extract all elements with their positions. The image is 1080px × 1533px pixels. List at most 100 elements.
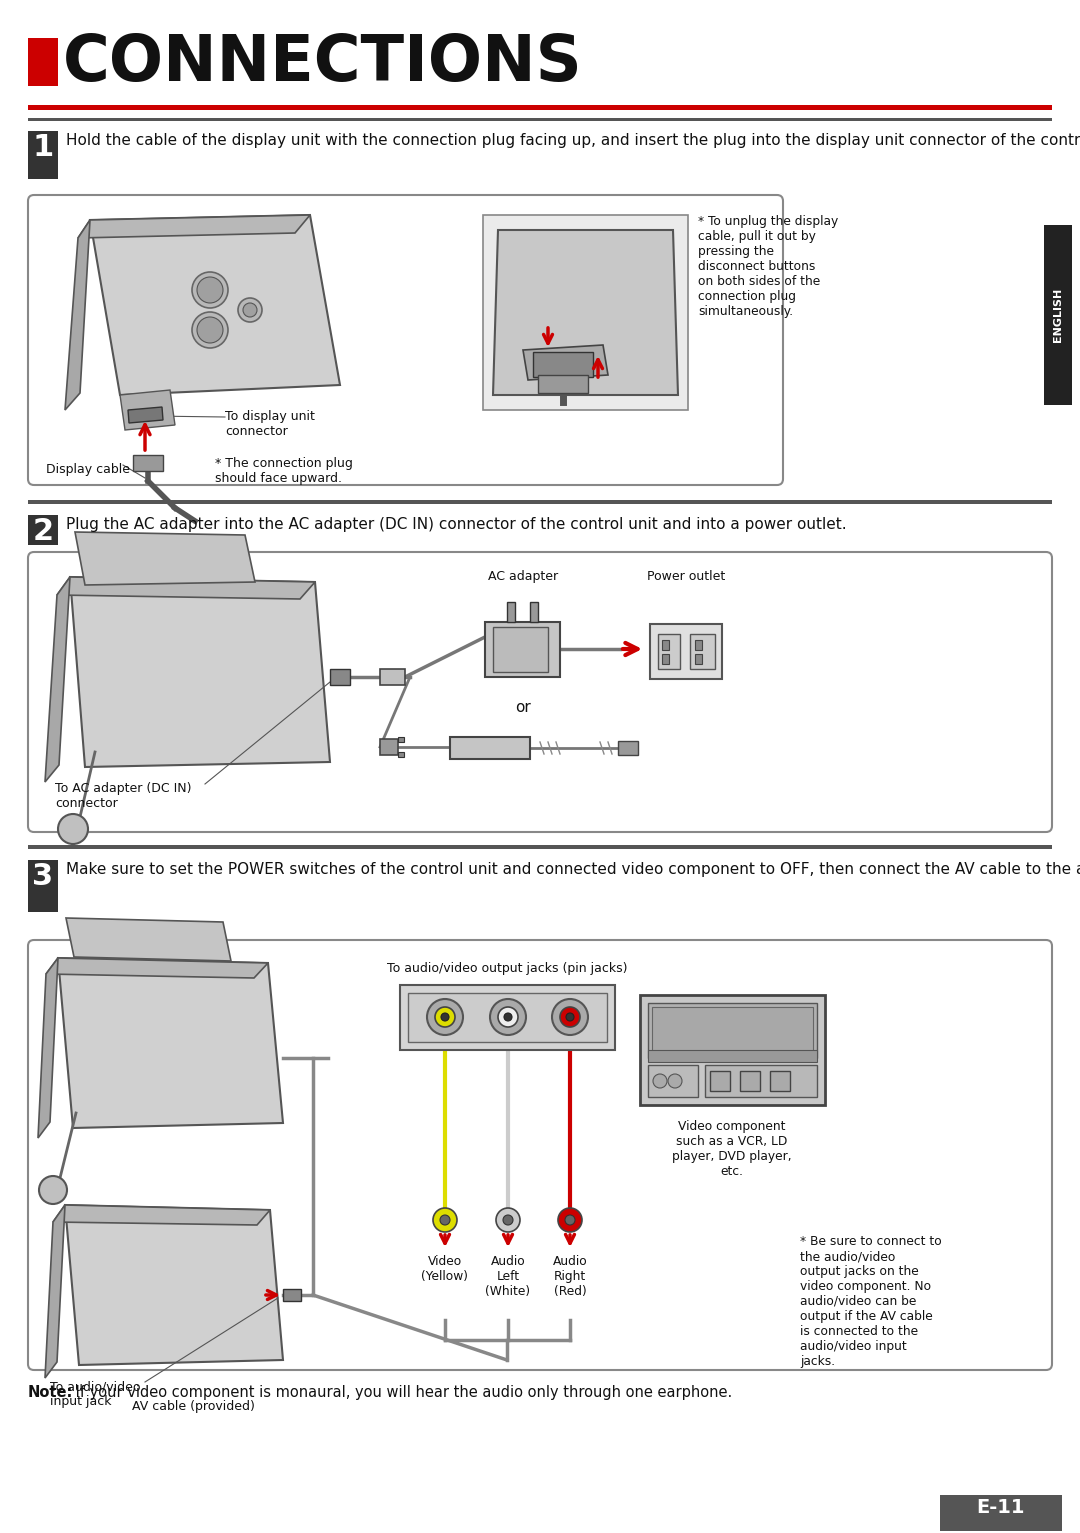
Polygon shape [66, 918, 231, 961]
Bar [538, 376, 588, 392]
Bar [648, 1050, 816, 1062]
Text: If your video component is monaural, you will hear the audio only through one ea: If your video component is monaural, you… [71, 1384, 732, 1400]
Text: To audio/video
input jack: To audio/video input jack [50, 1380, 140, 1407]
Text: CONNECTIONS: CONNECTIONS [63, 32, 582, 94]
Text: * The connection plug
should face upward.: * The connection plug should face upward… [215, 457, 353, 484]
Text: Video component
such as a VCR, LD
player, DVD player,
etc.: Video component such as a VCR, LD player… [672, 1121, 792, 1177]
FancyBboxPatch shape [28, 552, 1052, 832]
Bar [28, 130, 58, 179]
Polygon shape [129, 406, 163, 423]
FancyBboxPatch shape [28, 195, 783, 484]
Polygon shape [65, 221, 90, 409]
Bar [483, 215, 688, 409]
Polygon shape [75, 532, 255, 586]
Bar [648, 1003, 816, 1058]
Text: To display unit
connector: To display unit connector [225, 409, 315, 438]
Bar [690, 635, 715, 668]
Circle shape [440, 1216, 450, 1225]
Circle shape [565, 1216, 575, 1225]
Bar [400, 986, 615, 1050]
Polygon shape [133, 455, 163, 471]
Circle shape [238, 297, 262, 322]
Circle shape [58, 814, 87, 845]
Circle shape [653, 1075, 667, 1088]
Bar [283, 1289, 301, 1302]
Polygon shape [523, 345, 608, 380]
Bar [618, 740, 638, 754]
Polygon shape [120, 389, 175, 429]
Text: E-11: E-11 [976, 1498, 1025, 1518]
Text: ENGLISH: ENGLISH [1053, 288, 1063, 342]
FancyBboxPatch shape [28, 940, 1052, 1371]
Bar [28, 515, 58, 546]
Text: To AC adapter (DC IN)
connector: To AC adapter (DC IN) connector [55, 782, 191, 809]
Bar [662, 639, 669, 650]
Text: Audio
Right
(Red): Audio Right (Red) [553, 1256, 588, 1298]
Circle shape [669, 1075, 681, 1088]
Circle shape [192, 271, 228, 308]
Polygon shape [46, 958, 268, 978]
Bar [485, 622, 561, 678]
Polygon shape [65, 1205, 283, 1364]
Polygon shape [78, 215, 310, 238]
Bar [28, 500, 1052, 504]
Circle shape [197, 317, 222, 343]
Bar [530, 602, 538, 622]
Polygon shape [58, 958, 283, 1128]
Bar [28, 38, 58, 86]
Bar [1044, 225, 1072, 405]
Text: To audio/video output jacks (pin jacks): To audio/video output jacks (pin jacks) [388, 963, 627, 975]
Bar [399, 737, 404, 742]
Circle shape [558, 1208, 582, 1233]
Bar [710, 1072, 730, 1091]
Text: * Be sure to connect to
the audio/video
output jacks on the
video component. No
: * Be sure to connect to the audio/video … [800, 1236, 942, 1367]
Text: 3: 3 [32, 862, 54, 891]
Circle shape [504, 1013, 512, 1021]
Text: 1: 1 [32, 133, 54, 162]
Polygon shape [57, 576, 315, 599]
Circle shape [433, 1208, 457, 1233]
Text: Make sure to set the POWER switches of the control unit and connected video comp: Make sure to set the POWER switches of t… [66, 862, 1080, 877]
Circle shape [490, 1000, 526, 1035]
Circle shape [496, 1208, 519, 1233]
Text: Video
(Yellow): Video (Yellow) [421, 1256, 469, 1283]
Circle shape [243, 304, 257, 317]
Bar [399, 753, 404, 757]
Circle shape [503, 1216, 513, 1225]
Text: Power outlet: Power outlet [647, 570, 725, 583]
Bar [640, 995, 825, 1105]
Polygon shape [492, 230, 678, 396]
Bar [507, 602, 515, 622]
Polygon shape [38, 958, 58, 1137]
Bar [662, 655, 669, 664]
Text: 2: 2 [32, 517, 54, 546]
Bar [652, 1007, 813, 1055]
Polygon shape [70, 576, 330, 766]
Text: * To unplug the display
cable, pull it out by
pressing the
disconnect buttons
on: * To unplug the display cable, pull it o… [698, 215, 838, 317]
Polygon shape [45, 576, 70, 782]
Bar [534, 353, 593, 377]
Text: or: or [515, 701, 531, 714]
Text: Plug the AC adapter into the AC adapter (DC IN) connector of the control unit an: Plug the AC adapter into the AC adapter … [66, 517, 847, 532]
Polygon shape [45, 1205, 65, 1378]
Circle shape [552, 1000, 588, 1035]
Circle shape [427, 1000, 463, 1035]
Circle shape [192, 313, 228, 348]
Text: Hold the cable of the display unit with the connection plug facing up, and inser: Hold the cable of the display unit with … [66, 133, 1080, 149]
Circle shape [39, 1176, 67, 1203]
Text: Audio
Left
(White): Audio Left (White) [485, 1256, 530, 1298]
Text: Display cable: Display cable [46, 463, 130, 477]
Text: AV cable (provided): AV cable (provided) [132, 1400, 255, 1413]
Bar [696, 639, 702, 650]
Circle shape [435, 1007, 455, 1027]
Bar [408, 993, 607, 1042]
Bar [492, 627, 548, 671]
Bar [740, 1072, 760, 1091]
Bar [658, 635, 680, 668]
Bar [380, 668, 405, 685]
Circle shape [561, 1007, 580, 1027]
Bar [705, 1065, 816, 1098]
Polygon shape [90, 215, 340, 396]
Bar [450, 737, 530, 759]
Bar [28, 118, 1052, 121]
